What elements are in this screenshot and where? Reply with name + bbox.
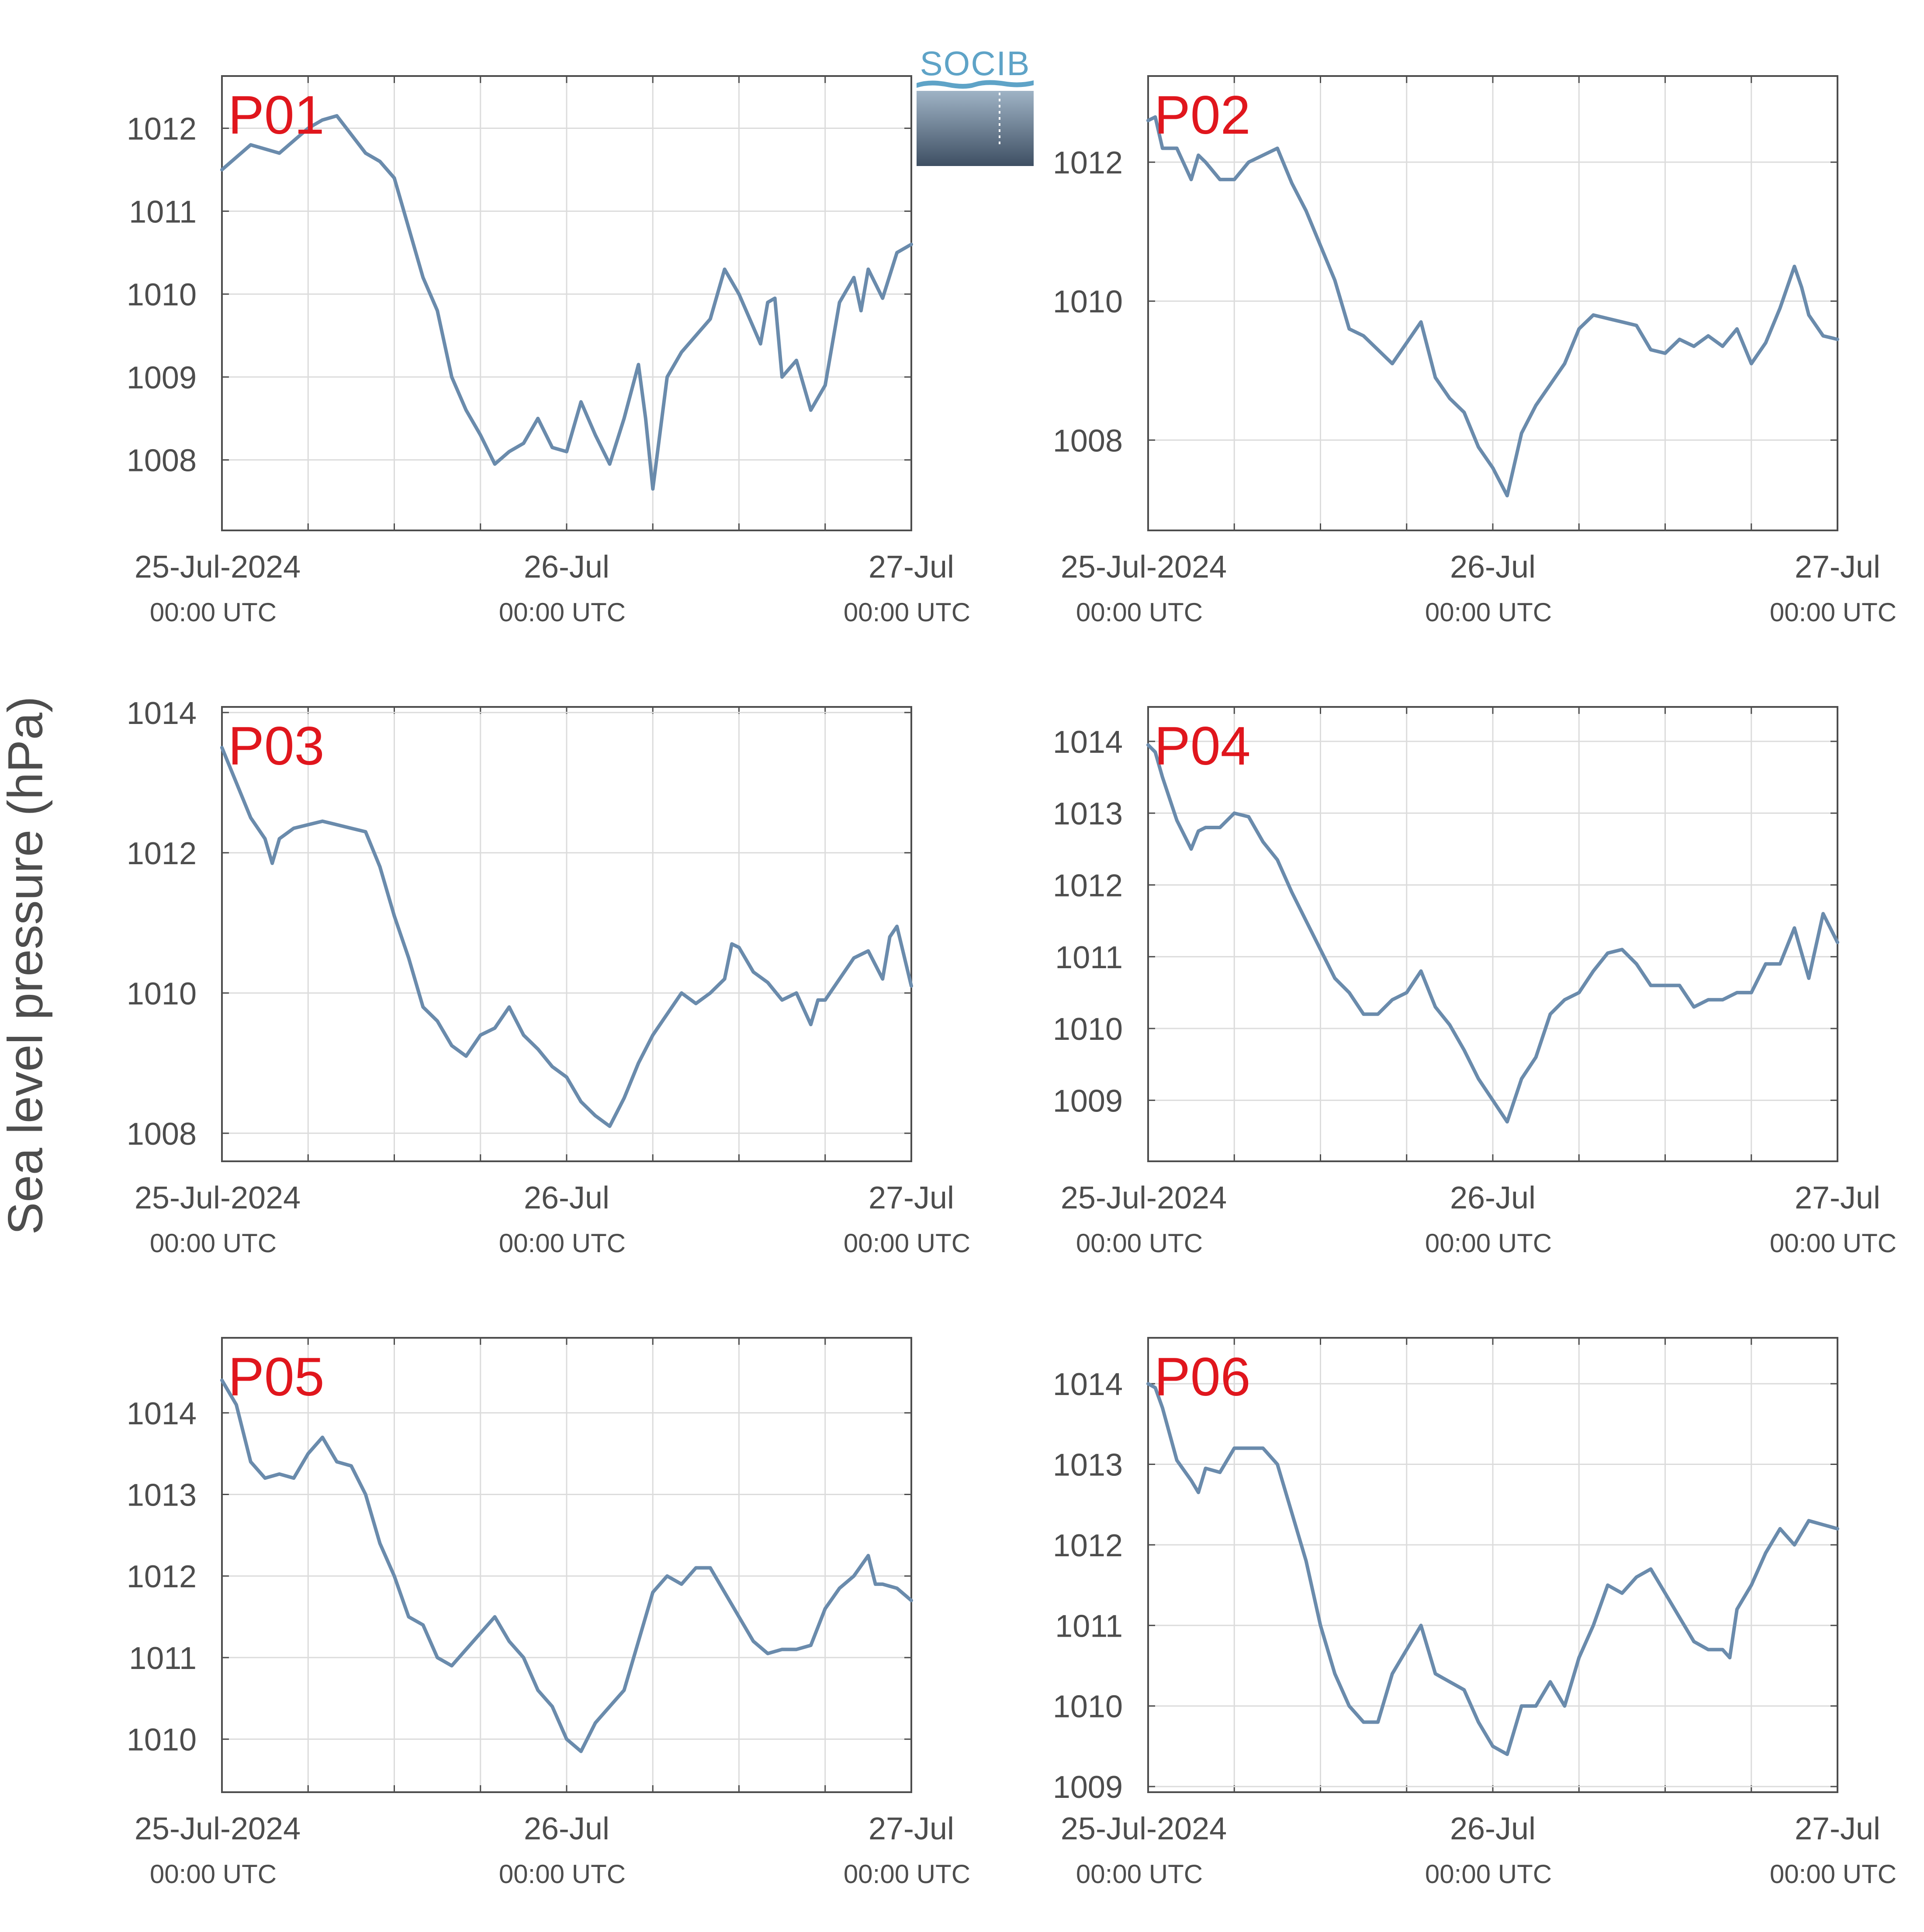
chart-panel-01: 1008 1009 1010 1011 1012 25-Jul-2024 00:00 UTC… (127, 75, 970, 627)
x-tick-label: 26-Jul (1450, 1811, 1536, 1846)
x-tick-sublabel: 00:00 UTC (844, 1859, 970, 1889)
x-tick-sublabel: 00:00 UTC (499, 1859, 626, 1889)
x-tick-label: 27-Jul (1795, 1181, 1880, 1215)
x-tick-sublabel: 00:00 UTC (1770, 1859, 1896, 1889)
y-tick-label: 1008 (1053, 423, 1123, 458)
y-tick-label: 1010 (1053, 1012, 1123, 1047)
y-tick-label: 1009 (1053, 1770, 1123, 1805)
socib-logo-text: SOCIB (920, 44, 1031, 83)
y-tick-label: 1014 (1053, 725, 1123, 760)
panel-label: P02 (1154, 85, 1251, 145)
y-tick-label: 1010 (1053, 284, 1123, 319)
plot-frame (1147, 75, 1838, 531)
x-tick-label: 26-Jul (524, 1811, 609, 1846)
x-tick-label: 26-Jul (1450, 550, 1536, 585)
y-axis-label: Sea level pressure (hPa) (0, 696, 53, 1235)
y-tick-label: 1010 (127, 1723, 197, 1758)
x-tick-label: 25-Jul-2024 (1061, 1811, 1227, 1846)
y-tick-label: 1010 (1053, 1690, 1123, 1724)
x-tick-label: 27-Jul (869, 550, 954, 585)
x-tick-sublabel: 00:00 UTC (1770, 1229, 1896, 1258)
x-tick-sublabel: 00:00 UTC (844, 598, 970, 627)
x-tick-label: 25-Jul-2024 (1061, 550, 1227, 585)
x-tick-label: 27-Jul (1795, 550, 1880, 585)
y-tick-label: 1010 (127, 277, 197, 312)
x-tick-label: 27-Jul (1795, 1811, 1880, 1846)
x-tick-sublabel: 00:00 UTC (499, 1229, 626, 1258)
socib-logo: SOCIB (917, 44, 1034, 166)
plot-frame (221, 706, 912, 1162)
panel-label: P03 (228, 716, 325, 776)
y-tick-label: 1011 (1055, 940, 1123, 975)
y-tick-label: 1012 (1053, 868, 1123, 903)
x-tick-label: 27-Jul (869, 1181, 954, 1215)
pressure-series-line (220, 114, 913, 491)
chart-panel-05: 1010 1011 1012 1013 1014 25-Jul-2024 00:00 UTC… (127, 1337, 970, 1889)
chart-panel-04: 1009 1010 1011 1012 1013 1014 25-Jul-2024 00:00… (1053, 706, 1896, 1258)
pressure-series-line (220, 746, 913, 1128)
x-tick-label: 25-Jul-2024 (135, 1181, 301, 1215)
y-tick-label: 1012 (127, 836, 197, 871)
pressure-series-line (1146, 743, 1839, 1124)
x-tick-sublabel: 00:00 UTC (1076, 1229, 1203, 1258)
x-tick-sublabel: 00:00 UTC (499, 598, 626, 627)
x-tick-label: 25-Jul-2024 (135, 550, 301, 585)
plot-frame (1147, 1337, 1838, 1793)
pressure-series-line (1146, 115, 1839, 498)
y-tick-label: 1012 (127, 1559, 197, 1594)
x-tick-label: 25-Jul-2024 (1061, 1181, 1227, 1215)
y-tick-label: 1011 (129, 1641, 197, 1676)
y-tick-label: 1012 (1053, 145, 1123, 180)
x-tick-sublabel: 00:00 UTC (1425, 1229, 1552, 1258)
y-tick-label: 1014 (127, 696, 197, 731)
y-tick-label: 1008 (127, 1117, 197, 1152)
x-tick-label: 25-Jul-2024 (135, 1811, 301, 1846)
x-tick-sublabel: 00:00 UTC (150, 598, 277, 627)
pressure-series-line (220, 1378, 913, 1753)
x-tick-sublabel: 00:00 UTC (150, 1859, 277, 1889)
plot-frame (221, 75, 912, 531)
pressure-series-line (1146, 1382, 1839, 1756)
y-tick-label: 1011 (129, 194, 197, 229)
chart-panel-06: 1009 1010 1011 1012 1013 1014 25-Jul-2024 00:00… (1053, 1337, 1896, 1889)
x-tick-sublabel: 00:00 UTC (1770, 598, 1896, 627)
x-tick-sublabel: 00:00 UTC (844, 1229, 970, 1258)
y-tick-label: 1009 (127, 360, 197, 395)
chart-panel-02: 1008 1010 1012 25-Jul-2024 00:00 UTC 26-Jul 00… (1053, 75, 1896, 627)
x-tick-sublabel: 00:00 UTC (1425, 598, 1552, 627)
y-tick-label: 1014 (127, 1396, 197, 1431)
y-tick-label: 1010 (127, 976, 197, 1011)
x-tick-sublabel: 00:00 UTC (1425, 1859, 1552, 1889)
chart-panel-03: 1008 1010 1012 1014 25-Jul-2024 00:00 UTC 26-J… (127, 696, 970, 1258)
plot-frame (221, 1337, 912, 1793)
panel-label: P04 (1154, 716, 1251, 776)
x-tick-label: 26-Jul (524, 550, 609, 585)
panel-label: P01 (228, 85, 325, 145)
x-tick-sublabel: 00:00 UTC (150, 1229, 277, 1258)
y-tick-label: 1014 (1053, 1367, 1123, 1402)
panel-label: P05 (228, 1347, 325, 1407)
x-tick-sublabel: 00:00 UTC (1076, 1859, 1203, 1889)
x-tick-label: 26-Jul (1450, 1181, 1536, 1215)
y-tick-label: 1012 (127, 112, 197, 147)
y-tick-label: 1011 (1055, 1609, 1123, 1644)
socib-logo-graphic (917, 80, 1034, 166)
y-tick-label: 1013 (1053, 796, 1123, 831)
y-tick-label: 1013 (127, 1478, 197, 1513)
y-tick-label: 1013 (1053, 1448, 1123, 1483)
x-tick-label: 26-Jul (524, 1181, 609, 1215)
x-tick-sublabel: 00:00 UTC (1076, 598, 1203, 627)
y-tick-label: 1009 (1053, 1084, 1123, 1118)
x-tick-label: 27-Jul (869, 1811, 954, 1846)
y-tick-label: 1012 (1053, 1528, 1123, 1563)
panel-label: P06 (1154, 1347, 1251, 1407)
plot-frame (1147, 706, 1838, 1162)
y-tick-label: 1008 (127, 443, 197, 478)
